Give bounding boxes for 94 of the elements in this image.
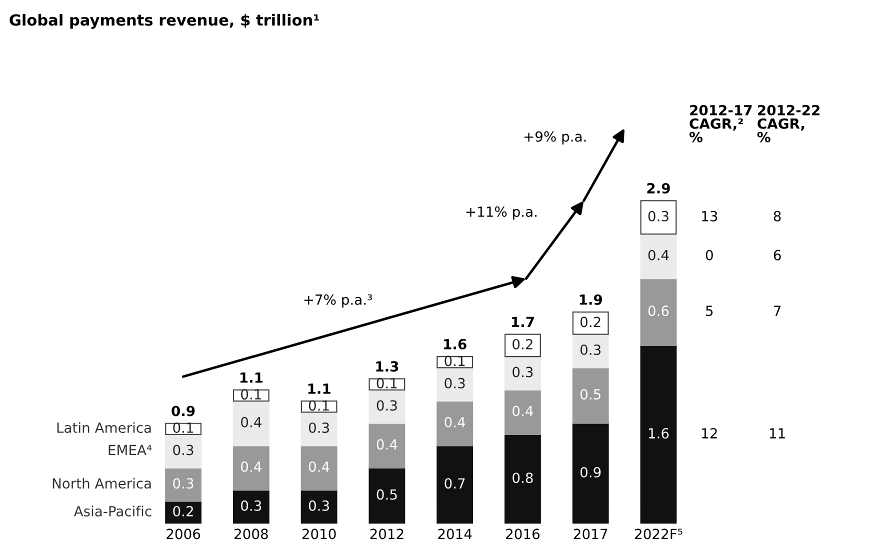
text: 12: [702, 428, 717, 438]
data-label: 0.8: [512, 472, 533, 484]
bar: [504, 434, 541, 524]
bar: [504, 334, 541, 358]
total-label: 1.7: [512, 316, 534, 327]
total-label: 1.1: [308, 384, 330, 394]
bar: [232, 445, 270, 491]
bar: [504, 389, 541, 436]
total-label: 1.1: [240, 372, 263, 383]
x-tick-label: 2012: [370, 528, 404, 540]
text: 2012-17 CAGR,² %: [689, 104, 752, 142]
bar: [165, 467, 202, 502]
data-label: 0.4: [376, 439, 398, 450]
data-label: 1.6: [648, 428, 669, 439]
data-label: 0.1: [241, 389, 261, 400]
data-label: 0.2: [173, 506, 193, 516]
annotation: +7% p.a.³: [304, 294, 372, 308]
data-label: 0.1: [376, 378, 397, 388]
bar: [572, 367, 609, 424]
text: 13: [702, 210, 718, 222]
total-label: 1.9: [580, 294, 602, 305]
data-label: 0.4: [241, 416, 262, 428]
annotation: +11% p.a.: [466, 206, 536, 220]
bar: [504, 356, 541, 391]
x-tick-label: 2014: [438, 528, 472, 540]
data-label: 0.9: [580, 467, 601, 478]
series-label: Asia-Pacific: [74, 506, 152, 516]
data-label: 0.5: [580, 389, 600, 400]
text: +9% p.a.: [524, 131, 586, 144]
data-label: 0.6: [648, 306, 669, 316]
data-label: 0.2: [512, 338, 532, 350]
bar: [368, 467, 406, 524]
text: 7: [774, 306, 781, 316]
bar: [232, 490, 270, 524]
x-tick-label: 2008: [234, 528, 268, 540]
series-label: Latin America: [57, 422, 151, 433]
data-label: 0.4: [648, 250, 669, 260]
bar: [232, 400, 270, 446]
total-label: 1.6: [444, 338, 466, 350]
total-label: 0.9: [172, 406, 195, 416]
bar: [640, 200, 677, 235]
bar: [368, 389, 406, 424]
x-tick-label: 2017: [574, 528, 608, 540]
text: 0: [706, 250, 713, 260]
data-label: 0.3: [444, 378, 465, 388]
bar: [640, 278, 677, 346]
total-label: 2.9: [647, 183, 670, 194]
bar: [436, 445, 474, 524]
total-label: 1.3: [376, 361, 398, 372]
text: 2012-22 CAGR, %: [757, 104, 820, 142]
data-label: 0.3: [376, 400, 397, 411]
bar: [368, 422, 406, 468]
bar: [300, 490, 338, 524]
text: 5: [706, 306, 713, 316]
bar: [436, 400, 474, 446]
bar: [436, 356, 474, 368]
chart-title: Global payments revenue, $ trillion¹: [10, 14, 319, 29]
bar: [640, 234, 677, 280]
data-label: 0.3: [241, 500, 262, 511]
data-label: 0.7: [444, 478, 465, 489]
x-tick-label: 2010: [302, 528, 336, 540]
bar: [640, 344, 677, 524]
bar: [572, 311, 609, 335]
text: 11: [770, 428, 785, 438]
data-label: 0.5: [376, 489, 397, 500]
text: 8: [774, 210, 781, 222]
data-label: 0.3: [173, 478, 194, 489]
bar: [300, 412, 338, 446]
data-label: 0.3: [308, 500, 329, 511]
series-label: EMEA⁴: [108, 444, 152, 456]
data-label: 0.4: [308, 461, 330, 472]
data-label: 0.1: [308, 400, 329, 411]
bar: [300, 445, 338, 491]
data-label: 0.3: [648, 210, 668, 222]
data-label: 0.4: [444, 416, 466, 428]
bar: [572, 334, 609, 368]
text: 6: [774, 250, 781, 260]
series-label: North America: [52, 478, 151, 489]
data-label: 0.4: [241, 461, 262, 472]
bar: [572, 422, 609, 524]
data-label: 0.1: [444, 356, 465, 366]
data-label: 0.3: [580, 344, 601, 356]
data-label: 0.3: [512, 366, 533, 378]
bar: [436, 367, 474, 402]
data-label: 0.2: [580, 316, 600, 328]
bar: [300, 400, 338, 413]
data-label: 0.4: [512, 406, 533, 416]
data-label: 0.3: [308, 422, 329, 433]
data-label: 0.3: [173, 444, 194, 456]
x-tick-label: 2016: [506, 528, 540, 540]
bar: [165, 434, 202, 468]
x-tick-label: 2022F⁵: [635, 528, 682, 540]
x-tick-label: 2006: [166, 528, 200, 540]
data-label: 0.1: [173, 422, 194, 433]
